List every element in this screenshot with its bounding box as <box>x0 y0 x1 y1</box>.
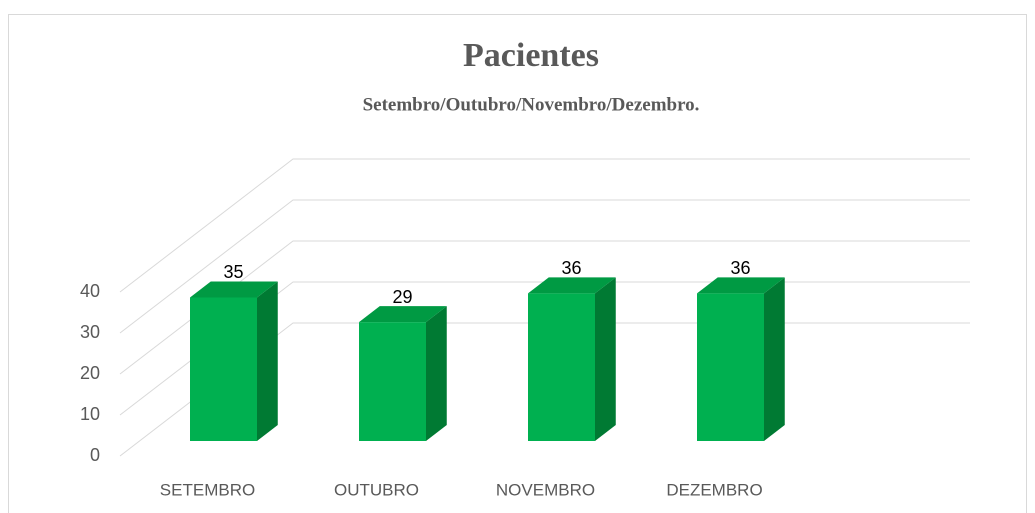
x-tick-label: DEZEMBRO <box>666 480 762 499</box>
bar-front <box>528 293 595 441</box>
bar <box>528 277 616 441</box>
bar-side <box>595 277 616 441</box>
chart-subtitle: Setembro/Outubro/Novembro/Dezembro. <box>363 94 700 115</box>
x-tick-label: NOVEMBRO <box>496 480 595 499</box>
bar-side <box>426 306 447 441</box>
y-tick-label: 20 <box>80 363 100 383</box>
bar <box>190 281 278 441</box>
bar-front <box>697 293 764 441</box>
bar-front <box>190 297 257 441</box>
bar-side <box>764 277 785 441</box>
bar <box>359 306 447 441</box>
data-label: 36 <box>561 258 581 278</box>
bar-top <box>359 306 447 323</box>
data-label: 35 <box>223 262 243 282</box>
data-label: 36 <box>730 258 750 278</box>
x-tick-label: SETEMBRO <box>160 480 255 499</box>
grid-line <box>119 199 970 334</box>
y-tick-label: 40 <box>80 281 100 301</box>
chart-border <box>8 14 1027 513</box>
y-tick-label: 10 <box>80 404 100 424</box>
chart-title: Pacientes <box>463 37 599 74</box>
bar-top <box>697 277 785 294</box>
bar-front <box>359 322 426 441</box>
y-tick-label: 30 <box>80 322 100 342</box>
bar-top <box>528 277 616 294</box>
bar-side <box>257 281 278 441</box>
data-label: 29 <box>392 287 412 307</box>
grid-line <box>119 240 970 375</box>
y-tick-label: 0 <box>90 445 100 465</box>
bar <box>697 277 785 441</box>
bar-top <box>190 281 278 298</box>
x-tick-label: OUTUBRO <box>334 480 419 499</box>
grid-line <box>119 158 970 293</box>
